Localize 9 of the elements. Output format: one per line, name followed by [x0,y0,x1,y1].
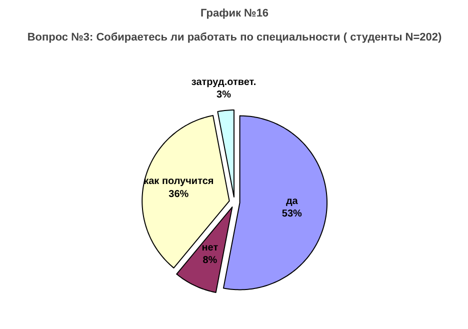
data-label: 3% [216,90,232,101]
data-label: 36% [168,188,189,200]
slice-label: нет [202,242,218,254]
data-label: 8% [202,255,218,266]
chart-subtitle: Вопрос №3: Собираетесь ли работать по специальности ( студенты N=202) [27,32,442,44]
data-label: 53% [282,208,302,220]
slice-label: затруд.ответ. [191,76,256,88]
slice-label: да [286,196,298,207]
chart-title: График №16 [200,8,269,20]
